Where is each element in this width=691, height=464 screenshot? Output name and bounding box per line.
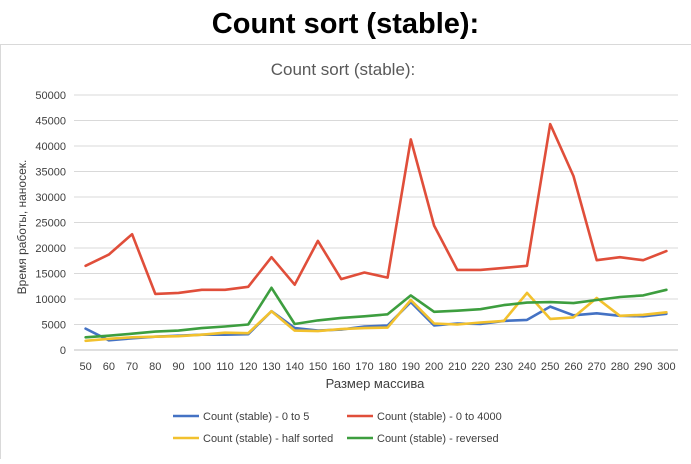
- legend: Count (stable) - 0 to 5 Count (stable) - …: [173, 411, 502, 445]
- series-line-4: [84, 286, 668, 339]
- y-tick-label: 50000: [35, 90, 66, 102]
- grid-lines: [74, 94, 678, 351]
- y-axis-ticks: 0 5000 10000 15000 20000 25000 30000 35000 40000…: [35, 90, 66, 357]
- x-tick-label: 70: [126, 361, 138, 373]
- x-tick-label: 160: [332, 361, 350, 373]
- x-tick-label: 240: [518, 361, 536, 373]
- y-tick-label: 25000: [35, 218, 66, 230]
- y-tick-label: 0: [60, 345, 66, 357]
- x-tick-label: 300: [657, 361, 675, 373]
- y-tick-label: 20000: [35, 243, 66, 255]
- x-axis-ticks: 50 60 70 80 90 100 110 120 130 140 150 160 170 180 190…: [79, 361, 675, 373]
- series-line-1: [84, 300, 668, 342]
- x-tick-label: 80: [149, 361, 161, 373]
- series-lines: [84, 122, 668, 343]
- legend-label: Count (stable) - 0 to 4000: [377, 411, 502, 423]
- legend-label: Count (stable) - reversed: [377, 433, 499, 445]
- x-tick-label: 170: [355, 361, 373, 373]
- y-tick-label: 15000: [35, 269, 66, 281]
- x-tick-label: 180: [378, 361, 396, 373]
- chart-title: Count sort (stable):: [271, 60, 416, 79]
- line-chart: Count sort (stable): 0500010000150002000…: [15, 60, 678, 445]
- x-axis-label: Размер массива: [326, 376, 425, 391]
- series-line-2: [84, 122, 668, 296]
- x-tick-label: 120: [239, 361, 257, 373]
- x-tick-label: 270: [588, 361, 606, 373]
- y-tick-label: 5000: [42, 320, 66, 332]
- x-tick-label: 220: [471, 361, 489, 373]
- x-tick-label: 210: [448, 361, 466, 373]
- x-tick-label: 110: [216, 361, 234, 373]
- y-axis-label: Время работы, наносек.: [15, 160, 29, 295]
- x-tick-label: 130: [262, 361, 280, 373]
- x-tick-label: 140: [286, 361, 304, 373]
- legend-label: Count (stable) - 0 to 5: [203, 411, 309, 423]
- y-tick-label: 10000: [35, 294, 66, 306]
- x-tick-label: 60: [103, 361, 115, 373]
- x-tick-label: 50: [79, 361, 91, 373]
- x-tick-label: 250: [541, 361, 559, 373]
- y-tick-label: 40000: [35, 141, 66, 153]
- y-tick-label: 45000: [35, 116, 66, 128]
- series-line-3: [84, 291, 668, 343]
- x-tick-label: 150: [309, 361, 327, 373]
- page-title: Count sort (stable):: [211, 8, 480, 40]
- chart-card: Count sort (stable): 0 5000 10000 15000 2000…: [0, 44, 691, 459]
- x-tick-label: 100: [193, 361, 211, 373]
- legend-label: Count (stable) - half sorted: [203, 433, 333, 445]
- y-tick-label: 30000: [35, 192, 66, 204]
- x-tick-label: 90: [172, 361, 184, 373]
- x-tick-label: 200: [425, 361, 443, 373]
- y-tick-label: 35000: [35, 167, 66, 179]
- x-tick-label: 280: [611, 361, 629, 373]
- x-tick-label: 190: [402, 361, 420, 373]
- x-tick-label: 260: [564, 361, 582, 373]
- x-tick-label: 230: [495, 361, 513, 373]
- x-tick-label: 290: [634, 361, 652, 373]
